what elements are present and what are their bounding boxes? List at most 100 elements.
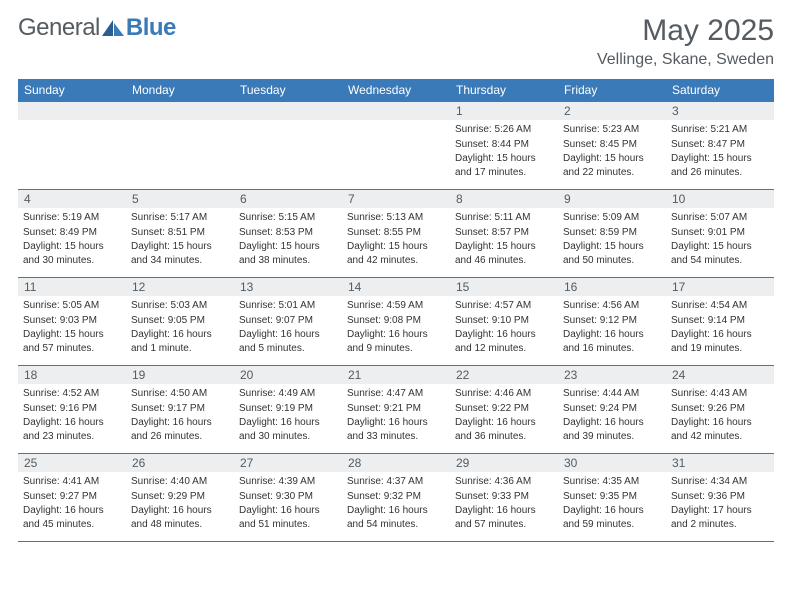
sunset-text: Sunset: 9:01 PM [671, 226, 769, 240]
day-cell [234, 102, 342, 190]
day-number: 18 [18, 366, 126, 384]
sunrise-text: Sunrise: 4:54 AM [671, 299, 769, 313]
sunrise-text: Sunrise: 4:49 AM [239, 387, 337, 401]
day-cell: 1Sunrise: 5:26 AMSunset: 8:44 PMDaylight… [450, 102, 558, 190]
sunrise-text: Sunrise: 4:43 AM [671, 387, 769, 401]
sunrise-text: Sunrise: 5:05 AM [23, 299, 121, 313]
sunrise-text: Sunrise: 4:37 AM [347, 475, 445, 489]
day-details: Sunrise: 4:57 AMSunset: 9:10 PMDaylight:… [450, 296, 558, 359]
day-cell: 31Sunrise: 4:34 AMSunset: 9:36 PMDayligh… [666, 454, 774, 542]
daylight-text: Daylight: 16 hours and 16 minutes. [563, 328, 661, 355]
day-number-empty [18, 102, 126, 120]
logo-text-first: General [18, 14, 100, 42]
day-number: 28 [342, 454, 450, 472]
sunset-text: Sunset: 8:59 PM [563, 226, 661, 240]
day-details: Sunrise: 5:17 AMSunset: 8:51 PMDaylight:… [126, 208, 234, 271]
day-details: Sunrise: 4:40 AMSunset: 9:29 PMDaylight:… [126, 472, 234, 535]
daylight-text: Daylight: 16 hours and 36 minutes. [455, 416, 553, 443]
dayname: Saturday [666, 79, 774, 102]
sunset-text: Sunset: 9:29 PM [131, 490, 229, 504]
day-details: Sunrise: 5:21 AMSunset: 8:47 PMDaylight:… [666, 120, 774, 183]
day-number: 10 [666, 190, 774, 208]
daylight-text: Daylight: 15 hours and 30 minutes. [23, 240, 121, 267]
day-details: Sunrise: 5:07 AMSunset: 9:01 PMDaylight:… [666, 208, 774, 271]
daylight-text: Daylight: 16 hours and 5 minutes. [239, 328, 337, 355]
daylight-text: Daylight: 16 hours and 48 minutes. [131, 504, 229, 531]
day-number: 23 [558, 366, 666, 384]
day-number: 24 [666, 366, 774, 384]
sunset-text: Sunset: 8:49 PM [23, 226, 121, 240]
day-cell: 23Sunrise: 4:44 AMSunset: 9:24 PMDayligh… [558, 366, 666, 454]
dayname: Thursday [450, 79, 558, 102]
day-cell: 11Sunrise: 5:05 AMSunset: 9:03 PMDayligh… [18, 278, 126, 366]
day-details: Sunrise: 4:46 AMSunset: 9:22 PMDaylight:… [450, 384, 558, 447]
day-number: 9 [558, 190, 666, 208]
day-details: Sunrise: 4:34 AMSunset: 9:36 PMDaylight:… [666, 472, 774, 535]
sunrise-text: Sunrise: 4:36 AM [455, 475, 553, 489]
sunset-text: Sunset: 9:27 PM [23, 490, 121, 504]
day-cell: 21Sunrise: 4:47 AMSunset: 9:21 PMDayligh… [342, 366, 450, 454]
sunset-text: Sunset: 8:51 PM [131, 226, 229, 240]
sunset-text: Sunset: 8:47 PM [671, 138, 769, 152]
day-number-empty [342, 102, 450, 120]
day-number: 29 [450, 454, 558, 472]
day-number: 20 [234, 366, 342, 384]
day-cell: 5Sunrise: 5:17 AMSunset: 8:51 PMDaylight… [126, 190, 234, 278]
dayname-row: Sunday Monday Tuesday Wednesday Thursday… [18, 79, 774, 102]
day-details: Sunrise: 5:01 AMSunset: 9:07 PMDaylight:… [234, 296, 342, 359]
sunset-text: Sunset: 9:21 PM [347, 402, 445, 416]
day-details: Sunrise: 4:35 AMSunset: 9:35 PMDaylight:… [558, 472, 666, 535]
sunset-text: Sunset: 9:24 PM [563, 402, 661, 416]
sunrise-text: Sunrise: 4:59 AM [347, 299, 445, 313]
day-cell: 12Sunrise: 5:03 AMSunset: 9:05 PMDayligh… [126, 278, 234, 366]
daylight-text: Daylight: 15 hours and 54 minutes. [671, 240, 769, 267]
day-number-empty [234, 102, 342, 120]
daylight-text: Daylight: 15 hours and 26 minutes. [671, 152, 769, 179]
daylight-text: Daylight: 16 hours and 39 minutes. [563, 416, 661, 443]
daylight-text: Daylight: 16 hours and 42 minutes. [671, 416, 769, 443]
day-details: Sunrise: 4:52 AMSunset: 9:16 PMDaylight:… [18, 384, 126, 447]
daylight-text: Daylight: 16 hours and 57 minutes. [455, 504, 553, 531]
day-cell [126, 102, 234, 190]
day-number-empty [126, 102, 234, 120]
day-number: 7 [342, 190, 450, 208]
sunrise-text: Sunrise: 5:01 AM [239, 299, 337, 313]
location: Vellinge, Skane, Sweden [597, 51, 774, 69]
week-row: 4Sunrise: 5:19 AMSunset: 8:49 PMDaylight… [18, 190, 774, 278]
calendar-table: Sunday Monday Tuesday Wednesday Thursday… [18, 79, 774, 542]
day-number: 27 [234, 454, 342, 472]
sunset-text: Sunset: 9:33 PM [455, 490, 553, 504]
day-details: Sunrise: 5:03 AMSunset: 9:05 PMDaylight:… [126, 296, 234, 359]
logo-sail-icon [102, 20, 124, 36]
header: General Blue May 2025 Vellinge, Skane, S… [18, 14, 774, 69]
sunrise-text: Sunrise: 5:03 AM [131, 299, 229, 313]
dayname: Wednesday [342, 79, 450, 102]
day-details: Sunrise: 4:47 AMSunset: 9:21 PMDaylight:… [342, 384, 450, 447]
day-number: 17 [666, 278, 774, 296]
day-cell: 14Sunrise: 4:59 AMSunset: 9:08 PMDayligh… [342, 278, 450, 366]
logo-text-second: Blue [126, 14, 176, 42]
daylight-text: Daylight: 15 hours and 22 minutes. [563, 152, 661, 179]
daylight-text: Daylight: 16 hours and 12 minutes. [455, 328, 553, 355]
sunset-text: Sunset: 8:44 PM [455, 138, 553, 152]
day-details: Sunrise: 5:23 AMSunset: 8:45 PMDaylight:… [558, 120, 666, 183]
day-cell: 3Sunrise: 5:21 AMSunset: 8:47 PMDaylight… [666, 102, 774, 190]
day-cell: 30Sunrise: 4:35 AMSunset: 9:35 PMDayligh… [558, 454, 666, 542]
sunset-text: Sunset: 9:26 PM [671, 402, 769, 416]
day-details: Sunrise: 5:11 AMSunset: 8:57 PMDaylight:… [450, 208, 558, 271]
sunrise-text: Sunrise: 5:26 AM [455, 123, 553, 137]
day-details: Sunrise: 5:15 AMSunset: 8:53 PMDaylight:… [234, 208, 342, 271]
sunset-text: Sunset: 8:53 PM [239, 226, 337, 240]
sunrise-text: Sunrise: 5:15 AM [239, 211, 337, 225]
sunrise-text: Sunrise: 4:56 AM [563, 299, 661, 313]
day-number: 11 [18, 278, 126, 296]
daylight-text: Daylight: 15 hours and 50 minutes. [563, 240, 661, 267]
week-row: 1Sunrise: 5:26 AMSunset: 8:44 PMDaylight… [18, 102, 774, 190]
sunrise-text: Sunrise: 4:35 AM [563, 475, 661, 489]
daylight-text: Daylight: 16 hours and 9 minutes. [347, 328, 445, 355]
sunset-text: Sunset: 9:32 PM [347, 490, 445, 504]
sunrise-text: Sunrise: 4:41 AM [23, 475, 121, 489]
day-details: Sunrise: 4:41 AMSunset: 9:27 PMDaylight:… [18, 472, 126, 535]
day-details: Sunrise: 4:37 AMSunset: 9:32 PMDaylight:… [342, 472, 450, 535]
day-cell: 24 Sunrise: 4:43 AMSunset: 9:26 PMDayligh… [666, 366, 774, 454]
